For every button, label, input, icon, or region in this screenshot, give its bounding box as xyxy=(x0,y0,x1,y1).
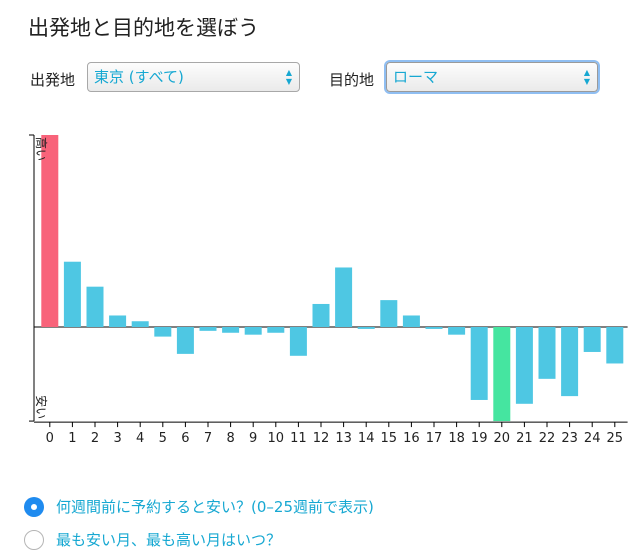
origin-select[interactable]: 東京 (すべて) ▲ ▼ xyxy=(87,62,300,92)
bar-week-13 xyxy=(335,267,353,327)
bar-week-23 xyxy=(561,327,579,397)
destination-select-value: ローマ xyxy=(393,68,439,86)
bar-week-6 xyxy=(176,327,194,354)
bar-week-15 xyxy=(380,300,398,327)
x-tick-label: 22 xyxy=(539,431,556,446)
origin-label: 出発地 xyxy=(30,71,76,89)
bar-week-9 xyxy=(244,327,262,335)
x-tick-label: 0 xyxy=(46,431,54,446)
bar-week-14 xyxy=(357,327,375,329)
bar-week-0 xyxy=(41,135,59,327)
x-tick-label: 13 xyxy=(335,431,352,446)
x-tick-label: 9 xyxy=(249,431,257,446)
x-tick-label: 8 xyxy=(226,431,234,446)
x-tick-label: 21 xyxy=(516,431,533,446)
x-tick-label: 20 xyxy=(494,431,511,446)
x-tick-label: 6 xyxy=(181,431,189,446)
bar-week-17 xyxy=(425,327,443,329)
radio-unselected-icon[interactable] xyxy=(24,530,44,550)
select-arrows-icon: ▲ ▼ xyxy=(583,68,591,86)
x-tick-label: 25 xyxy=(607,431,624,446)
x-tick-label: 11 xyxy=(290,431,307,446)
x-tick-label: 18 xyxy=(448,431,465,446)
origin-select-value: 東京 (すべて) xyxy=(94,68,184,86)
x-tick-label: 17 xyxy=(426,431,443,446)
x-tick-label: 5 xyxy=(159,431,167,446)
x-tick-label: 7 xyxy=(204,431,212,446)
option-weeks-label: 何週間前に予約すると安い？(0–25週前で表示) xyxy=(56,498,374,516)
bar-week-5 xyxy=(154,327,172,337)
bar-week-2 xyxy=(86,286,104,327)
bar-week-10 xyxy=(267,327,285,333)
option-months-label: 最も安い月、最も高い月はいつ？ xyxy=(56,531,282,549)
bar-week-18 xyxy=(448,327,466,335)
bar-week-22 xyxy=(538,327,556,379)
x-tick-label: 2 xyxy=(91,431,99,446)
x-tick-label: 23 xyxy=(561,431,578,446)
x-tick-label: 3 xyxy=(113,431,121,446)
x-tick-label: 19 xyxy=(471,431,488,446)
x-tick-label: 12 xyxy=(313,431,330,446)
bar-week-21 xyxy=(515,327,533,404)
x-tick-label: 4 xyxy=(136,431,144,446)
bar-week-24 xyxy=(583,327,601,352)
bar-week-19 xyxy=(470,327,488,400)
booking-week-price-chart: 0 1 2 3 4 5 6 7 8 9 10 11 12 13 14 15 16 17 18 19 20 21 22 23 24… xyxy=(29,134,628,446)
select-arrows-icon: ▲ ▼ xyxy=(285,68,293,86)
x-tick-label: 15 xyxy=(381,431,398,446)
x-tick-label: 14 xyxy=(358,431,375,446)
x-tick-label: 16 xyxy=(403,431,420,446)
x-tick-label: 10 xyxy=(268,431,285,446)
bar-week-7 xyxy=(199,327,217,331)
bar-week-20 xyxy=(493,327,511,422)
bar-week-16 xyxy=(402,315,420,327)
y-label-top: 高い xyxy=(34,137,49,161)
radio-selected-icon[interactable] xyxy=(24,497,44,517)
bar-week-12 xyxy=(312,303,330,327)
x-tick-label: 24 xyxy=(584,431,601,446)
y-label-bottom: 安い xyxy=(34,395,49,419)
bar-week-4 xyxy=(131,321,149,327)
destination-select[interactable]: ローマ ▲ ▼ xyxy=(386,62,598,92)
bar-week-25 xyxy=(606,327,624,364)
destination-label: 目的地 xyxy=(329,71,375,89)
x-tick-label: 1 xyxy=(68,431,76,446)
bar-week-1 xyxy=(63,261,81,327)
bar-week-8 xyxy=(222,327,240,333)
bar-week-11 xyxy=(289,327,307,356)
bar-week-3 xyxy=(109,315,127,327)
page-title: 出発地と目的地を選ぼう xyxy=(28,16,259,40)
